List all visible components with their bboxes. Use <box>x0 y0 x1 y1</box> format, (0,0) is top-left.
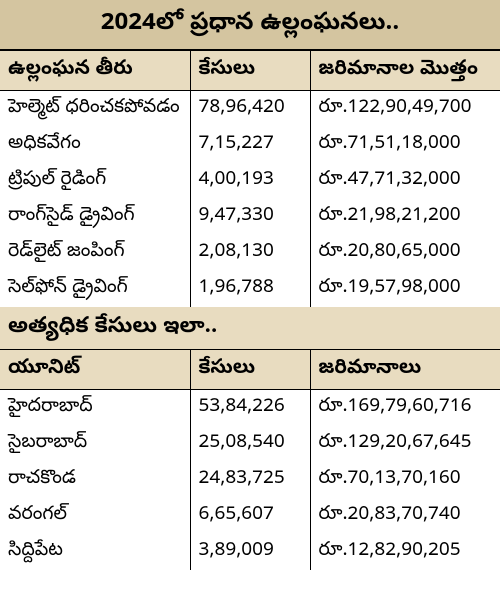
cell: రూ.129,20,67,645 <box>310 426 500 462</box>
cell: హైదరాబాద్ <box>0 390 190 427</box>
cell: 9,47,330 <box>190 199 310 235</box>
cell: 3,89,009 <box>190 534 310 570</box>
cell: రూ.122,90,49,700 <box>310 91 500 128</box>
table-row: సెల్‌ఫోన్ డ్రైవింగ్ 1,96,788 రూ.19,57,98… <box>0 271 500 307</box>
table2-header-1: కేసులు <box>190 350 310 390</box>
cell: వరంగల్ <box>0 498 190 534</box>
table1-header-1: కేసులు <box>190 51 310 91</box>
table-row: అధికవేగం 7,15,227 రూ.71,51,18,000 <box>0 127 500 163</box>
main-title: 2024లో ప్రధాన ఉల్లంఘనలు.. <box>0 0 500 51</box>
cell: రాచకొండ <box>0 462 190 498</box>
cell: రాంగ్‌సైడ్ డ్రైవింగ్ <box>0 199 190 235</box>
cell: అధికవేగం <box>0 127 190 163</box>
cell: 4,00,193 <box>190 163 310 199</box>
cell: సిద్దిపేట <box>0 534 190 570</box>
cell: 53,84,226 <box>190 390 310 427</box>
table2-header-2: జరిమానాలు <box>310 350 500 390</box>
table1-header-2: జరిమానాల మొత్తం <box>310 51 500 91</box>
cell: సెల్‌ఫోన్ డ్రైవింగ్ <box>0 271 190 307</box>
table-row: రాంగ్‌సైడ్ డ్రైవింగ్ 9,47,330 రూ.21,98,2… <box>0 199 500 235</box>
table1-body: హెల్మెట్ ధరించకపోవడం 78,96,420 రూ.122,90… <box>0 91 500 308</box>
cell: రూ.12,82,90,205 <box>310 534 500 570</box>
section2-title: అత్యధిక కేసులు ఇలా.. <box>0 307 500 350</box>
table-row: సైబరాబాద్ 25,08,540 రూ.129,20,67,645 <box>0 426 500 462</box>
cell: 6,65,607 <box>190 498 310 534</box>
cell: రూ.19,57,98,000 <box>310 271 500 307</box>
table2-header-row: యూనిట్ కేసులు జరిమానాలు <box>0 350 500 390</box>
cell: 25,08,540 <box>190 426 310 462</box>
cell: రూ.21,98,21,200 <box>310 199 500 235</box>
cell: రూ.70,13,70,160 <box>310 462 500 498</box>
cell: 7,15,227 <box>190 127 310 163</box>
cell: 2,08,130 <box>190 235 310 271</box>
table-row: హెల్మెట్ ధరించకపోవడం 78,96,420 రూ.122,90… <box>0 91 500 128</box>
violations-table: ఉల్లంఘన తీరు కేసులు జరిమానాల మొత్తం హెల్… <box>0 51 500 307</box>
table-container: 2024లో ప్రధాన ఉల్లంఘనలు.. ఉల్లంఘన తీరు క… <box>0 0 500 570</box>
table-row: రాచకొండ 24,83,725 రూ.70,13,70,160 <box>0 462 500 498</box>
cell: రూ.20,83,70,740 <box>310 498 500 534</box>
table2-body: హైదరాబాద్ 53,84,226 రూ.169,79,60,716 సైబ… <box>0 390 500 571</box>
table1-header-0: ఉల్లంఘన తీరు <box>0 51 190 91</box>
cell: రూ.71,51,18,000 <box>310 127 500 163</box>
cell: రూ.169,79,60,716 <box>310 390 500 427</box>
table-row: రెడ్‌లైట్ జంపింగ్ 2,08,130 రూ.20,80,65,0… <box>0 235 500 271</box>
cell: సైబరాబాద్ <box>0 426 190 462</box>
cell: రూ.20,80,65,000 <box>310 235 500 271</box>
table1-header-row: ఉల్లంఘన తీరు కేసులు జరిమానాల మొత్తం <box>0 51 500 91</box>
cell: రెడ్‌లైట్ జంపింగ్ <box>0 235 190 271</box>
cell: 1,96,788 <box>190 271 310 307</box>
cell: ట్రిపుల్ రైడింగ్ <box>0 163 190 199</box>
table-row: ట్రిపుల్ రైడింగ్ 4,00,193 రూ.47,71,32,00… <box>0 163 500 199</box>
cell: హెల్మెట్ ధరించకపోవడం <box>0 91 190 128</box>
units-table: యూనిట్ కేసులు జరిమానాలు హైదరాబాద్ 53,84,… <box>0 350 500 570</box>
cell: రూ.47,71,32,000 <box>310 163 500 199</box>
table2-header-0: యూనిట్ <box>0 350 190 390</box>
table-row: హైదరాబాద్ 53,84,226 రూ.169,79,60,716 <box>0 390 500 427</box>
cell: 78,96,420 <box>190 91 310 128</box>
table-row: వరంగల్ 6,65,607 రూ.20,83,70,740 <box>0 498 500 534</box>
table-row: సిద్దిపేట 3,89,009 రూ.12,82,90,205 <box>0 534 500 570</box>
cell: 24,83,725 <box>190 462 310 498</box>
